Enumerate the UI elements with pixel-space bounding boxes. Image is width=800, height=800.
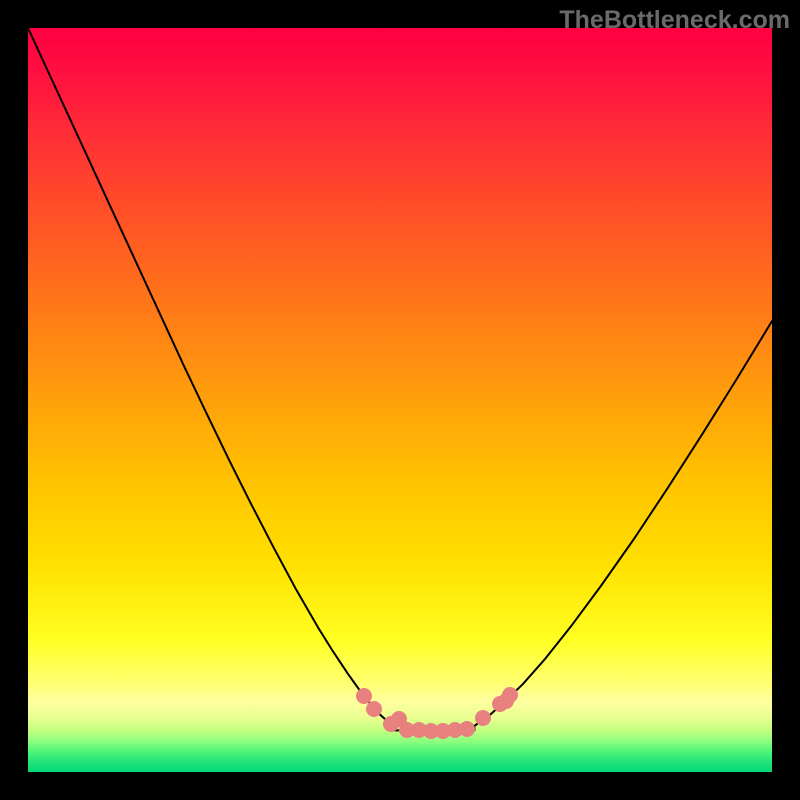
data-point-marker [459,721,475,737]
data-point-marker [475,710,491,726]
bottleneck-curve [28,28,772,730]
curve-layer [28,28,772,772]
data-point-marker [366,701,382,717]
plot-area [28,28,772,772]
chart-frame [0,0,800,800]
data-point-marker [502,687,518,703]
watermark-text: TheBottleneck.com [559,6,790,35]
